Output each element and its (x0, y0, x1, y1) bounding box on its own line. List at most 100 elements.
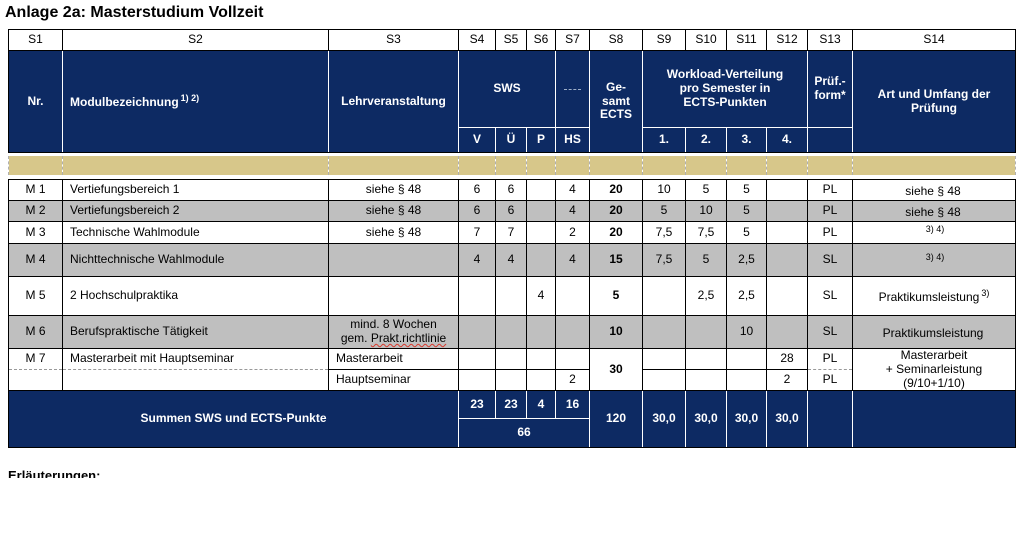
dashed-divider (563, 88, 582, 90)
m7-ects: 30 (589, 347, 643, 392)
header-row: Nr. Modulbezeichnung 1) 2) Lehrveranstalt… (8, 50, 1016, 153)
m1-modul: Vertiefungsbereich 1 (62, 179, 329, 201)
m2-sem4 (766, 200, 808, 222)
m1-ects: 20 (589, 179, 643, 201)
m1-hs: 4 (555, 179, 590, 201)
m3-lehr: siehe § 48 (328, 221, 459, 244)
m7a-p (526, 347, 556, 371)
m6-modul: Berufspraktische Tätigkeit (62, 315, 329, 349)
tan-cell (766, 155, 808, 175)
header-pruefform-sub (807, 127, 853, 153)
m6-art-text: Praktikumsleistung (882, 325, 984, 340)
header-nr: Nr. (8, 50, 63, 153)
m7b-p (526, 369, 556, 392)
header-sem1: 1. (642, 127, 686, 153)
m4-pruefform: SL (807, 243, 853, 277)
m7a-ue (495, 347, 527, 371)
m7a-sem3 (726, 347, 767, 371)
col-id-s10: S10 (685, 29, 727, 51)
m4-modul: Nichttechnische Wahlmodule (62, 243, 329, 277)
m5-pruefform: SL (807, 276, 853, 316)
header-art-umfang: Art und Umfang der Prüfung (852, 50, 1016, 153)
curriculum-table: S1 S2 S3 S4 S5 S6 S7 S8 S9 S10 S11 S12 S… (8, 29, 1016, 449)
tan-cell (526, 155, 556, 175)
module-row-m7-hauptseminar: Hauptseminar 2 2 PL (8, 369, 1016, 392)
m1-art-text: siehe § 48 (905, 183, 961, 198)
header-s7-spacer (555, 50, 590, 128)
m3-sem4 (766, 221, 808, 244)
m5-modul: 2 Hochschulpraktika (62, 276, 329, 316)
tan-cell (328, 155, 459, 175)
header-p: P (526, 127, 556, 153)
tan-cell (589, 155, 643, 175)
m6-ue (495, 315, 527, 349)
m7a-sem1 (642, 347, 686, 371)
sum-v: 23 (458, 390, 496, 420)
tan-cell (726, 155, 767, 175)
m1-sem2: 5 (685, 179, 727, 201)
m7b-ue (495, 369, 527, 392)
tan-cell (685, 155, 727, 175)
m5-lehr (328, 276, 459, 316)
col-id-s7: S7 (555, 29, 590, 51)
m4-v: 4 (458, 243, 496, 277)
m2-pruefform: PL (807, 200, 853, 222)
m2-p (526, 200, 556, 222)
m1-lehr: siehe § 48 (328, 179, 459, 201)
sum-art-blank (852, 390, 1016, 449)
m7-nr: M 7 (8, 347, 63, 371)
header-sws: SWS (458, 50, 556, 128)
m5-sem2: 2,5 (685, 276, 727, 316)
m7-art: Masterarbeit + Seminarleistung (9/10+1/1… (852, 347, 1016, 392)
sum-row: Summen SWS und ECTS-Punkte 23 23 4 16 12… (8, 390, 1016, 449)
m2-nr: M 2 (8, 200, 63, 222)
sum-hs: 16 (555, 390, 590, 420)
gap-cell (8, 152, 1016, 156)
m3-pruefform: PL (807, 221, 853, 244)
m4-ue: 4 (495, 243, 527, 277)
m6-art: Praktikumsleistung (852, 315, 1016, 349)
col-id-s5: S5 (495, 29, 527, 51)
sum-total-ects: 120 (589, 390, 643, 449)
m7b-nr (8, 369, 63, 392)
m3-nr: M 3 (8, 221, 63, 244)
m5-sem1 (642, 276, 686, 316)
tan-cell (555, 155, 590, 175)
m6-sem1 (642, 315, 686, 349)
header-sem2: 2. (685, 127, 727, 153)
header-lehrveranstaltung: Lehrveranstaltung (328, 50, 459, 153)
m3-sem2: 7,5 (685, 221, 727, 244)
m4-sem3: 2,5 (726, 243, 767, 277)
col-id-s6: S6 (526, 29, 556, 51)
m3-sem3: 5 (726, 221, 767, 244)
m2-modul: Vertiefungsbereich 2 (62, 200, 329, 222)
erlaeuterungen-label: Erläuterungen: (8, 469, 101, 478)
m4-sem1: 7,5 (642, 243, 686, 277)
m5-art-text: Praktikumsleistung (878, 289, 980, 304)
m7-lehr-masterarbeit: Masterarbeit (328, 347, 459, 371)
m3-art: 3) 4) (852, 221, 1016, 244)
sum-sem3: 30,0 (726, 390, 767, 449)
m3-art-footnote: 3) 4) (925, 224, 945, 235)
tan-cell (495, 155, 527, 175)
col-id-s9: S9 (642, 29, 686, 51)
m1-art: siehe § 48 (852, 179, 1016, 201)
m5-sem3: 2,5 (726, 276, 767, 316)
m4-art-footnote: 3) 4) (925, 251, 945, 262)
module-row-m3: M 3 Technische Wahlmodule siehe § 48 7 7… (8, 221, 1016, 244)
header-subrow: V Ü P HS 1. 2. 3. 4. (9, 127, 1016, 153)
tan-cell (852, 155, 1016, 175)
col-id-s8: S8 (589, 29, 643, 51)
m4-sem2: 5 (685, 243, 727, 277)
m1-sem1: 10 (642, 179, 686, 201)
module-row-m5: M 5 2 Hochschulpraktika 4 5 2,5 2,5 SL P… (8, 276, 1016, 316)
m6-nr: M 6 (8, 315, 63, 349)
m6-hs (555, 315, 590, 349)
m7b-sem2 (685, 369, 727, 392)
m3-modul: Technische Wahlmodule (62, 221, 329, 244)
m7-modul: Masterarbeit mit Hauptseminar (62, 347, 329, 371)
m3-p (526, 221, 556, 244)
m7b-sem1 (642, 369, 686, 392)
tan-cell (62, 155, 329, 175)
gap-row (8, 174, 1016, 180)
